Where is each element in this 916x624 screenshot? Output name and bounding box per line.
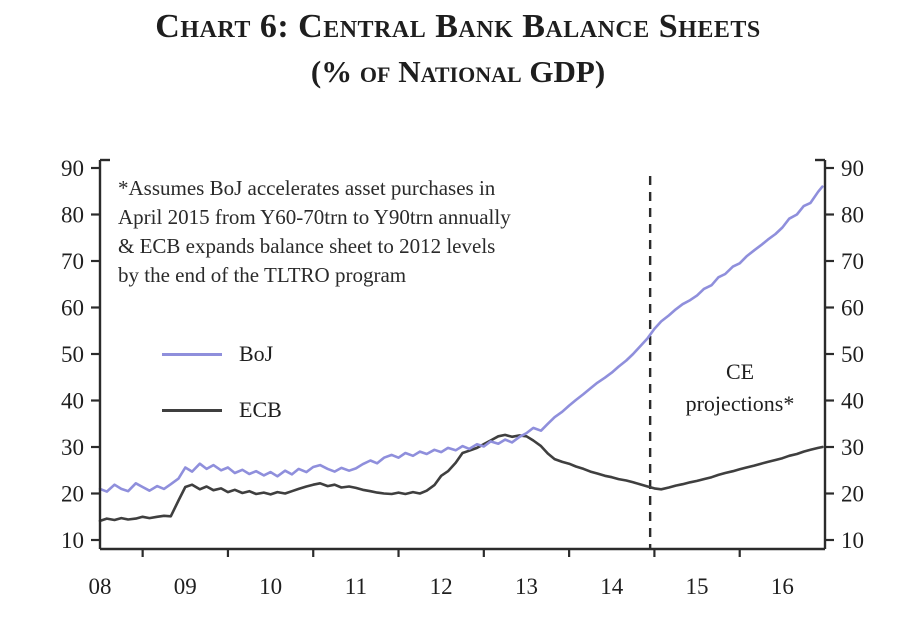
legend-item-ecb: ECB: [162, 397, 282, 423]
x-tick-label: 14: [600, 574, 624, 599]
y-tick-label-left: 70: [61, 249, 84, 274]
x-tick-label: 13: [515, 574, 538, 599]
ce-projections-label-line1: CE: [725, 359, 755, 384]
ce-projections-label: CE projections*: [666, 356, 814, 420]
y-tick-label-left: 30: [61, 435, 84, 460]
footnote-line: April 2015 from Y60-70trn to Y90trn annu…: [118, 205, 511, 229]
x-tick-label: 10: [259, 574, 282, 599]
y-tick-label-left: 80: [61, 203, 84, 228]
footnote-annotation: *Assumes BoJ accelerates asset purchases…: [118, 174, 511, 290]
y-tick-label-right: 10: [841, 528, 864, 553]
legend-item-boj: BoJ: [162, 341, 273, 367]
y-tick-label-left: 40: [61, 389, 84, 414]
footnote-line: & ECB expands balance sheet to 2012 leve…: [118, 234, 496, 258]
y-tick-label-right: 40: [841, 389, 864, 414]
y-tick-label-right: 30: [841, 435, 864, 460]
x-tick-label: 11: [345, 574, 367, 599]
y-tick-label-left: 90: [61, 156, 84, 181]
chart-title: Chart 6: Central Bank Balance Sheets (% …: [0, 8, 916, 90]
footnote-line: *Assumes BoJ accelerates asset purchases…: [118, 176, 496, 200]
y-tick-label-right: 80: [841, 203, 864, 228]
y-tick-label-right: 60: [841, 296, 864, 321]
y-tick-label-right: 70: [841, 249, 864, 274]
boj-legend-line-swatch: [162, 352, 222, 356]
y-tick-label-right: 20: [841, 482, 864, 507]
boj-legend-label: BoJ: [239, 341, 274, 366]
footnote-line: by the end of the TLTRO program: [118, 263, 407, 287]
x-tick-label: 12: [430, 574, 453, 599]
y-tick-label-left: 10: [61, 528, 84, 553]
y-tick-label-right: 50: [841, 342, 864, 367]
chart-title-line1: Chart 6: Central Bank Balance Sheets: [155, 8, 761, 45]
x-tick-label: 15: [686, 574, 709, 599]
y-tick-label-left: 50: [61, 342, 84, 367]
y-tick-label-right: 90: [841, 156, 864, 181]
y-tick-label-left: 20: [61, 482, 84, 507]
y-tick-label-left: 60: [61, 296, 84, 321]
chart-title-line2: (% of National GDP): [310, 54, 606, 89]
ce-projections-label-line2: projections*: [685, 391, 795, 416]
ecb-legend-label: ECB: [239, 397, 282, 422]
ecb-legend-line-swatch: [162, 408, 222, 412]
x-tick-label: 09: [174, 574, 197, 599]
x-tick-label: 08: [89, 574, 112, 599]
boj-series-line: [98, 185, 824, 493]
ecb-series-line: [98, 433, 824, 523]
x-tick-label: 16: [771, 574, 794, 599]
